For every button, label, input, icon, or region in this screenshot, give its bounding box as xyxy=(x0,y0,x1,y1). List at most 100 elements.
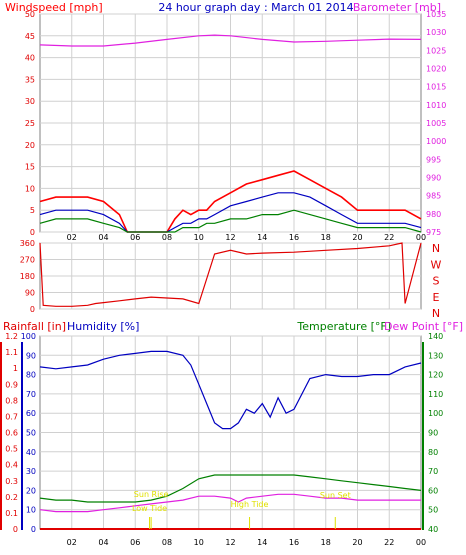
x-tick-label: 18 xyxy=(321,538,331,547)
windspeed-tick-label: 20 xyxy=(25,141,35,150)
barometer-tick-label: 1015 xyxy=(426,83,446,92)
x-tick-label: 04 xyxy=(98,233,108,242)
event-label: High Tide xyxy=(231,500,269,509)
barometer-tick-label: 985 xyxy=(426,192,441,201)
windspeed-tick-label: 35 xyxy=(25,75,35,84)
x-tick-label: 06 xyxy=(130,538,140,547)
x-tick-label: 14 xyxy=(257,233,267,242)
x-tick-label: 16 xyxy=(289,538,299,547)
series-humidity-line xyxy=(39,350,422,430)
windspeed-tick-label: 45 xyxy=(25,32,35,41)
humidity-tick-label: 30 xyxy=(26,467,36,476)
rainfall-tick-label: 0.5 xyxy=(5,445,18,454)
series-dew-point-line xyxy=(39,493,421,513)
series-direction-line xyxy=(39,242,422,307)
barometer-tick-label: 1025 xyxy=(426,46,446,55)
windspeed-tick-label: 5 xyxy=(30,206,35,215)
barometer-tick-label: 995 xyxy=(426,155,441,164)
barometer-tick-label: 975 xyxy=(426,228,441,237)
windspeed-tick-label: 30 xyxy=(25,97,35,106)
series-lines xyxy=(39,34,422,530)
windspeed-label: Windspeed [mph] xyxy=(5,1,103,14)
x-tick-label: 04 xyxy=(98,538,108,547)
barometer-tick-label: 1030 xyxy=(426,28,446,37)
rainfall-tick-label: 0.9 xyxy=(5,380,18,389)
rainfall-tick-label: 0.8 xyxy=(5,396,18,405)
humidity-tick-label: 0 xyxy=(31,525,36,534)
x-tick-label: 20 xyxy=(352,538,362,547)
series-gust-line xyxy=(39,170,422,233)
x-tick-label: 08 xyxy=(162,538,172,547)
humidity-tick-label: 50 xyxy=(26,429,36,438)
barometer-tick-label: 990 xyxy=(426,174,441,183)
rainfall-tick-label: 0.2 xyxy=(5,493,18,502)
x-tick-label: 20 xyxy=(352,233,362,242)
windspeed-tick-label: 10 xyxy=(25,184,35,193)
windspeed-tick-label: 25 xyxy=(25,119,35,128)
series-barometer-line xyxy=(39,34,422,47)
dew-point-label: Dew Point [°F] xyxy=(384,320,463,333)
temperature-tick-label: 110 xyxy=(428,390,443,399)
x-tick-label: 12 xyxy=(225,233,235,242)
humidity-tick-label: 10 xyxy=(26,506,36,515)
compass-label: S xyxy=(433,275,440,288)
compass-label: N xyxy=(432,307,440,320)
rainfall-tick-label: 1 xyxy=(13,364,18,373)
barometer-tick-label: 1005 xyxy=(426,119,446,128)
direction-tick-label: 360 xyxy=(20,239,35,248)
compass-label: W xyxy=(431,258,442,271)
humidity-tick-label: 100 xyxy=(21,332,36,341)
x-tick-label: 00 xyxy=(416,233,426,242)
temperature-tick-label: 80 xyxy=(428,448,438,457)
temperature-tick-label: 90 xyxy=(428,429,438,438)
rainfall-tick-label: 0.3 xyxy=(5,477,18,486)
barometer-label: Barometer [mb] xyxy=(353,1,441,14)
windspeed-tick-label: 0 xyxy=(30,228,35,237)
direction-tick-label: 180 xyxy=(20,272,35,281)
barometer-tick-label: 1000 xyxy=(426,137,446,146)
x-tick-label: 14 xyxy=(257,538,267,547)
compass-label: E xyxy=(433,291,440,304)
temperature-tick-label: 60 xyxy=(428,486,438,495)
x-tick-label: 06 xyxy=(130,233,140,242)
x-tick-label: 08 xyxy=(162,233,172,242)
humidity-tick-label: 80 xyxy=(26,371,36,380)
event-markers: Sun Rise Low Tide High Tide Sun Set xyxy=(132,490,351,529)
x-tick-label: 00 xyxy=(416,538,426,547)
barometer-tick-label: 1010 xyxy=(426,101,446,110)
rainfall-tick-label: 1.1 xyxy=(5,348,18,357)
rainfall-tick-label: 0.4 xyxy=(5,461,18,470)
rain-axis-bar xyxy=(0,342,2,530)
x-tick-label: 16 xyxy=(289,233,299,242)
humidity-tick-label: 70 xyxy=(26,390,36,399)
temperature-axis-bar xyxy=(422,342,424,530)
rainfall-tick-label: 0.1 xyxy=(5,509,18,518)
temperature-tick-label: 70 xyxy=(428,467,438,476)
x-tick-label: 10 xyxy=(194,233,204,242)
event-label: Low Tide xyxy=(132,504,167,513)
humidity-tick-label: 90 xyxy=(26,351,36,360)
temperature-tick-label: 130 xyxy=(428,351,443,360)
windspeed-tick-label: 15 xyxy=(25,163,35,172)
event-label: Sun Rise xyxy=(134,490,169,499)
x-tick-label: 10 xyxy=(194,538,204,547)
event-label: Sun Set xyxy=(320,491,351,500)
x-tick-label: 22 xyxy=(384,538,394,547)
windspeed-tick-label: 40 xyxy=(25,54,35,63)
series-low-line xyxy=(39,209,422,233)
temperature-tick-label: 40 xyxy=(428,525,438,534)
x-tick-label: 12 xyxy=(225,538,235,547)
rainfall-tick-label: 1.2 xyxy=(5,332,18,341)
temperature-label: Temperature [°F] xyxy=(296,320,391,333)
temperature-tick-label: 120 xyxy=(428,371,443,380)
rainfall-tick-label: 0.6 xyxy=(5,429,18,438)
barometer-tick-label: 980 xyxy=(426,210,441,219)
direction-tick-label: 0 xyxy=(30,305,35,314)
grid-lines xyxy=(40,13,421,530)
rainfall-tick-label: 0.7 xyxy=(5,412,18,421)
humidity-tick-label: 20 xyxy=(26,486,36,495)
humidity-axis-bar xyxy=(21,342,23,530)
x-tick-label: 22 xyxy=(384,233,394,242)
rainfall-tick-label: 0 xyxy=(13,525,18,534)
